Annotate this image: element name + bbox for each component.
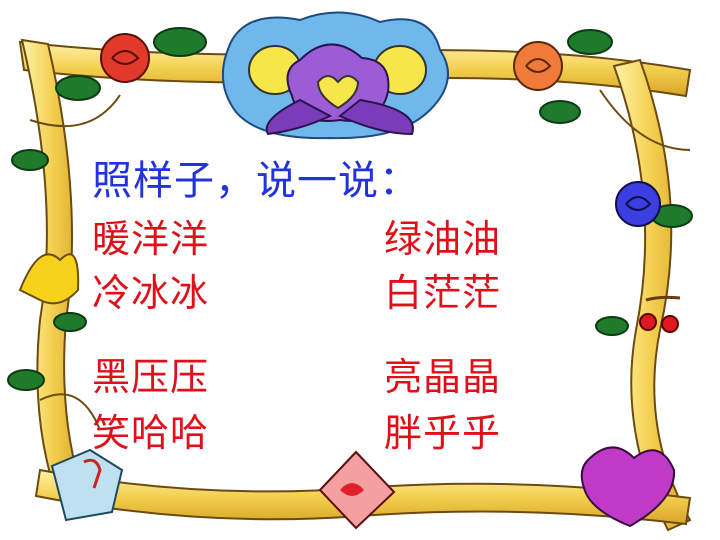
orange-rose-icon [513, 29, 613, 124]
top-flower-bouquet-icon [221, 11, 449, 140]
word-left-1: 暖洋洋 [92, 217, 210, 261]
word-left-2: 冷冰冰 [92, 271, 210, 315]
word-right-1: 绿油油 [384, 217, 502, 261]
word-right-2: 白茫茫 [384, 271, 502, 315]
leaf-icon [7, 149, 629, 391]
yellow-lily-icon [18, 253, 87, 332]
word-left-3: 黑压压 [92, 355, 210, 399]
purple-heart-icon [580, 446, 676, 528]
word-left-4: 笑哈哈 [92, 411, 210, 455]
blue-rose-icon [615, 181, 693, 228]
red-rose-icon [55, 27, 207, 101]
gift-box-icon [50, 448, 124, 522]
page-title: 照样子，说一说： [92, 158, 420, 204]
cherries-icon [639, 295, 681, 333]
envelope-icon [318, 450, 396, 530]
word-right-3: 亮晶晶 [384, 355, 502, 399]
word-right-4: 胖乎乎 [384, 411, 502, 455]
